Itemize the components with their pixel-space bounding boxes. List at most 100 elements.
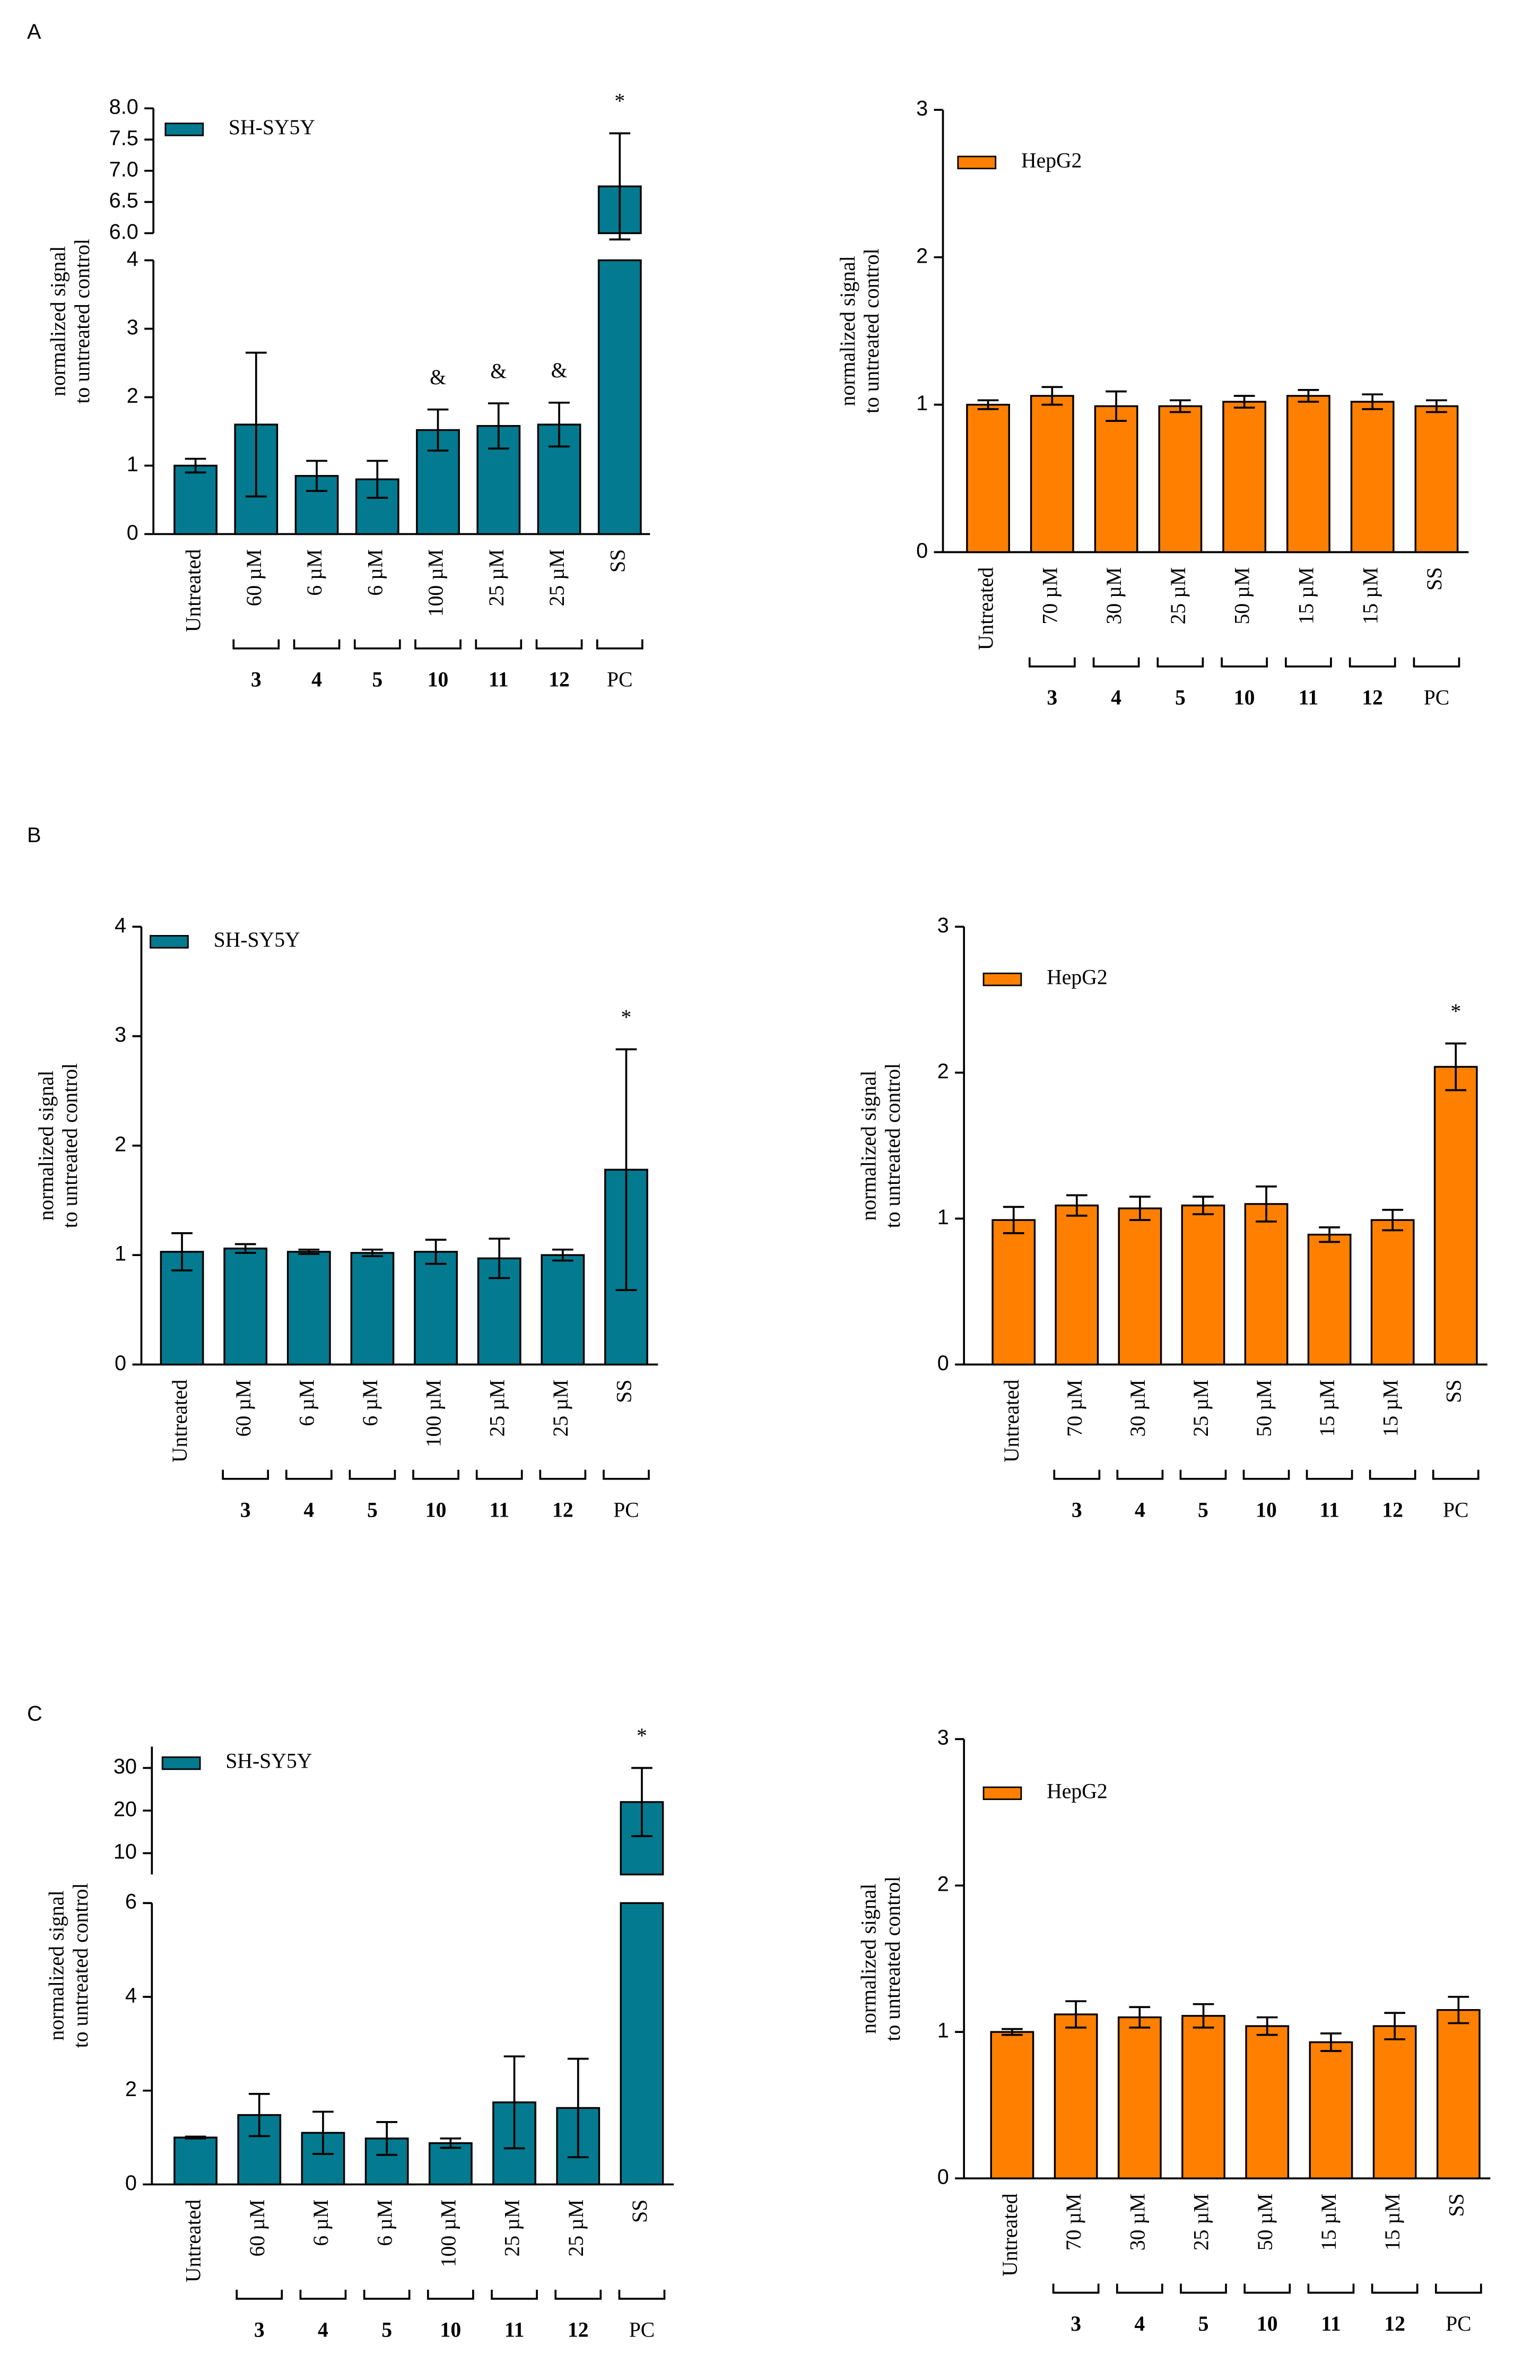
error-bar: [306, 460, 327, 492]
group-label: 11: [489, 1498, 509, 1521]
y-tick-label: 2: [127, 384, 138, 408]
group-label: 11: [1299, 686, 1318, 709]
legend-swatch: [164, 123, 204, 136]
x-tick-label: 6 µM: [295, 1380, 318, 1426]
group-bracket: [1413, 657, 1460, 668]
x-tick-label: 50 µM: [1254, 2193, 1277, 2251]
error-bar: [1065, 2000, 1086, 2029]
y-tick-label: 4: [115, 914, 126, 937]
bar: [1030, 395, 1074, 553]
y-tick-label: 0: [127, 521, 138, 544]
group-label: 12: [1384, 2312, 1405, 2335]
group-label: 3: [1072, 1498, 1082, 1521]
group-label: 3: [1071, 2312, 1081, 2335]
bar: [286, 1251, 331, 1366]
legend-label: SH-SY5Y: [214, 928, 300, 951]
legend-swatch: [150, 934, 189, 949]
group-bracket: [349, 1469, 396, 1480]
group-bracket: [1348, 657, 1396, 668]
group-bracket: [1306, 1469, 1353, 1480]
bar: [173, 2136, 217, 2186]
group-label: 12: [549, 668, 570, 691]
group-label: 12: [552, 1498, 573, 1521]
group-label: 12: [568, 2318, 589, 2341]
y-axis-label: to untreated control: [58, 1063, 82, 1228]
annotation: *: [637, 1724, 647, 1747]
group-bracket: [1053, 1469, 1101, 1480]
error-bar: [1256, 1185, 1277, 1223]
group-bracket: [222, 1469, 269, 1480]
error-bar: [489, 1237, 510, 1279]
group-bracket: [1179, 1469, 1227, 1480]
group-label: 4: [303, 1498, 314, 1521]
x-tick-label: SS: [1445, 2193, 1468, 2217]
bar: [428, 2142, 473, 2186]
group-label: 12: [1362, 686, 1383, 709]
group-label: 10: [440, 2318, 462, 2341]
x-tick-label: 15 µM: [1317, 2193, 1341, 2251]
panel-label: B: [27, 824, 41, 847]
error-bar: [312, 2110, 334, 2155]
y-tick-label: 7.0: [109, 158, 138, 181]
bar: [597, 259, 642, 535]
error-bar: [1319, 1226, 1340, 1243]
x-tick-label: 30 µM: [1126, 1380, 1150, 1437]
group-label: 3: [251, 668, 262, 691]
x-tick-label: 70 µM: [1063, 1380, 1086, 1437]
x-tick-label: 25 µM: [1189, 1380, 1213, 1437]
group-label: 3: [240, 1498, 251, 1521]
x-tick-label: 50 µM: [1252, 1380, 1276, 1437]
group-bracket: [539, 1469, 587, 1480]
y-tick-label: 0: [937, 2166, 949, 2189]
bar: [1309, 2041, 1353, 2179]
group-bracket: [1285, 657, 1332, 668]
x-tick-label: 25 µM: [545, 549, 569, 607]
legend-swatch: [161, 1756, 201, 1770]
x-tick-label: Untreated: [182, 2200, 205, 2283]
y-tick-label: 3: [115, 1023, 126, 1046]
group-label: 11: [504, 2318, 524, 2341]
error-bar: [503, 2055, 525, 2150]
x-tick-label: Untreated: [182, 549, 205, 633]
group-label: PC: [607, 668, 633, 691]
panel-label: A: [27, 20, 41, 44]
y-tick-label: 20: [114, 1797, 137, 1821]
error-bar: [440, 2137, 462, 2149]
error-bar: [1382, 1209, 1404, 1232]
y-tick-label: 2: [937, 1873, 949, 1896]
error-bar: [171, 1232, 193, 1271]
x-tick-label: 15 µM: [1295, 567, 1318, 625]
group-bracket: [535, 639, 583, 650]
x-tick-label: 60 µM: [242, 549, 266, 607]
group-label: 10: [428, 668, 449, 691]
bar: [1181, 2015, 1225, 2179]
error-bar: [552, 1248, 573, 1262]
y-tick-label: 0: [937, 1352, 949, 1375]
group-label: PC: [1443, 1498, 1469, 1521]
legend-swatch: [957, 155, 997, 169]
group-label: 3: [1047, 686, 1057, 709]
error-bar: [376, 2121, 397, 2156]
x-tick-label: 6 µM: [303, 549, 326, 596]
error-bar: [245, 351, 267, 498]
group-bracket: [236, 2289, 283, 2300]
bar: [223, 1248, 268, 1366]
group-label: 4: [311, 668, 322, 691]
bar: [1158, 405, 1203, 553]
y-tick-label: 4: [127, 247, 138, 271]
group-bracket: [1052, 2283, 1100, 2294]
error-bar: [1170, 399, 1191, 413]
bar: [1118, 1207, 1162, 1366]
x-tick-label: 15 µM: [1381, 2193, 1404, 2251]
error-bar: [1002, 2028, 1023, 2036]
group-label: 5: [367, 1498, 378, 1521]
y-axis-label: to untreated control: [881, 1876, 904, 2041]
bar: [1436, 2009, 1481, 2179]
legend-swatch: [982, 1786, 1022, 1801]
group-label: 4: [1134, 2312, 1145, 2335]
group-bracket: [299, 2289, 347, 2300]
group-label: 10: [1257, 2312, 1278, 2335]
